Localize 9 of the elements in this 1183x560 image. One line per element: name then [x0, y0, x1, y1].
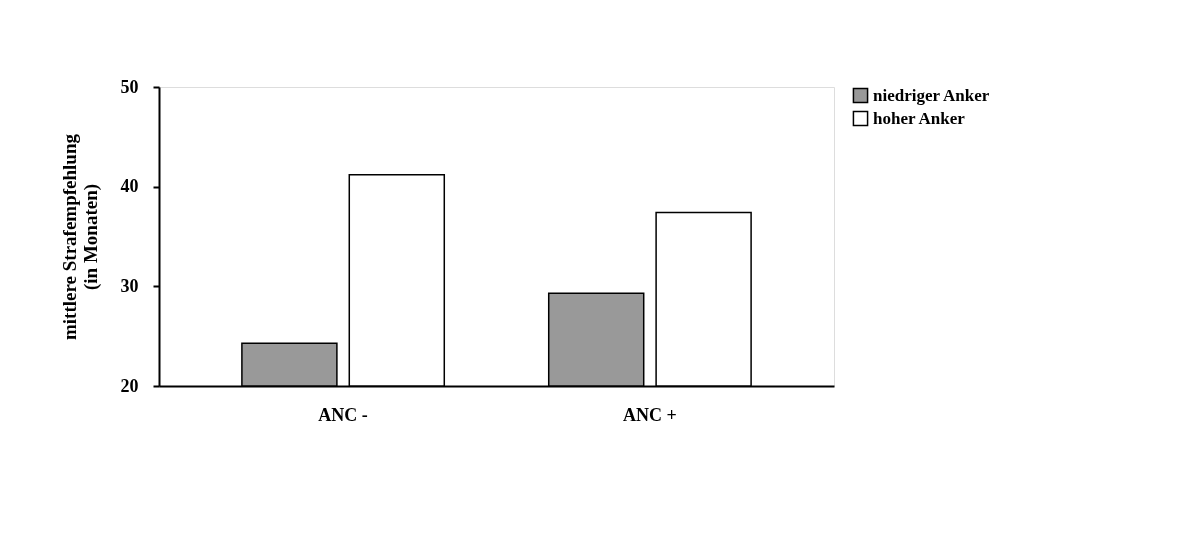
legend-label: hoher Anker: [873, 108, 966, 128]
x-tick-label: ANC +: [623, 404, 677, 425]
y-tick-label: 40: [120, 176, 139, 197]
legend-label: niedriger Anker: [873, 85, 990, 105]
y-tick-label: 20: [120, 375, 139, 396]
y-tick-label: 30: [120, 275, 139, 296]
x-tick-label: ANC -: [318, 404, 368, 425]
y-tick-label: 50: [120, 76, 139, 97]
y-axis-title: mittlere Strafempfehlung (in Monaten): [58, 133, 102, 340]
